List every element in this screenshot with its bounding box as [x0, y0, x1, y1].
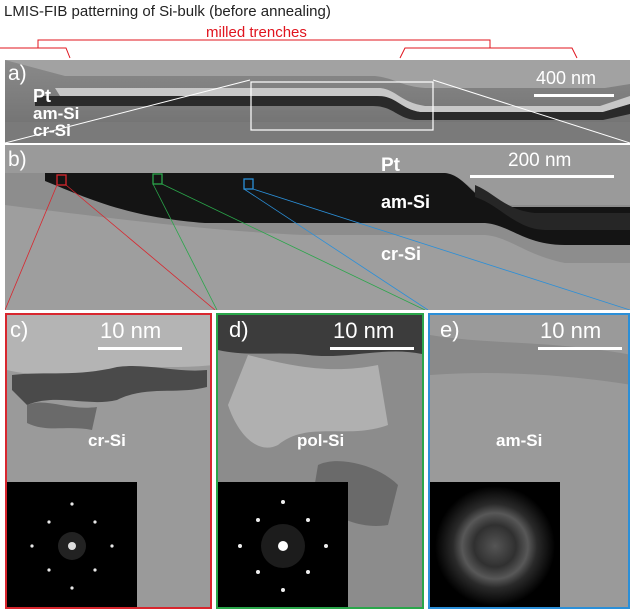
panel-b-scale-bar [470, 175, 614, 178]
panel-d-fft-inset [218, 482, 348, 607]
panel-a-layer-am-si: am-Si [33, 104, 80, 123]
panel-d-scale-text: 10 nm [333, 318, 395, 343]
panel-b-scale-text: 200 nm [508, 150, 572, 171]
panel-e-scale-text: 10 nm [540, 318, 602, 343]
panel-e-fft-inset [430, 482, 560, 607]
trench-brackets [0, 39, 578, 59]
panel-e-letter: e) [440, 317, 460, 342]
right-trench-bracket [399, 47, 578, 59]
panel-a-scale-bar [534, 94, 614, 97]
panel-d-scale-bar [330, 347, 414, 350]
panel-c-material: cr-Si [88, 431, 126, 450]
panel-b-layer-pt: Pt [381, 155, 400, 176]
panel-a-scale-text: 400 nm [536, 68, 597, 88]
left-trench-bracket [0, 47, 71, 59]
panel-c-fft-inset [7, 482, 137, 607]
trench-label: milled trenches [206, 24, 307, 41]
panel-a-layer-pt: Pt [33, 86, 51, 106]
panel-d-material: pol-Si [297, 431, 345, 450]
roi-blue [243, 178, 254, 190]
panel-e-image [428, 313, 630, 609]
panel-c-scale-text: 10 nm [100, 318, 162, 343]
panel-b-image [5, 145, 630, 310]
roi-green [152, 173, 163, 185]
figure-title: LMIS-FIB patterning of Si-bulk (before a… [4, 3, 331, 20]
panel-c-scale-bar [98, 347, 182, 350]
panel-c-image [5, 313, 212, 609]
panel-a-letter: a) [8, 62, 27, 85]
panel-e-material: am-Si [496, 431, 543, 450]
panel-a-layer-cr-si: cr-Si [33, 121, 71, 140]
panel-b-letter: b) [8, 148, 27, 171]
panel-d-image [216, 313, 424, 609]
panel-b-layer-am-si: am-Si [381, 192, 431, 212]
panel-e-scale-bar [538, 347, 622, 350]
panel-b-layer-cr-si: cr-Si [381, 244, 422, 264]
zoom-region-box [250, 81, 434, 131]
panel-d-letter: d) [229, 317, 249, 342]
trench-span-bracket [37, 39, 491, 48]
panel-a-image [5, 60, 630, 143]
roi-red [56, 174, 67, 186]
panel-c-letter: c) [10, 317, 29, 342]
